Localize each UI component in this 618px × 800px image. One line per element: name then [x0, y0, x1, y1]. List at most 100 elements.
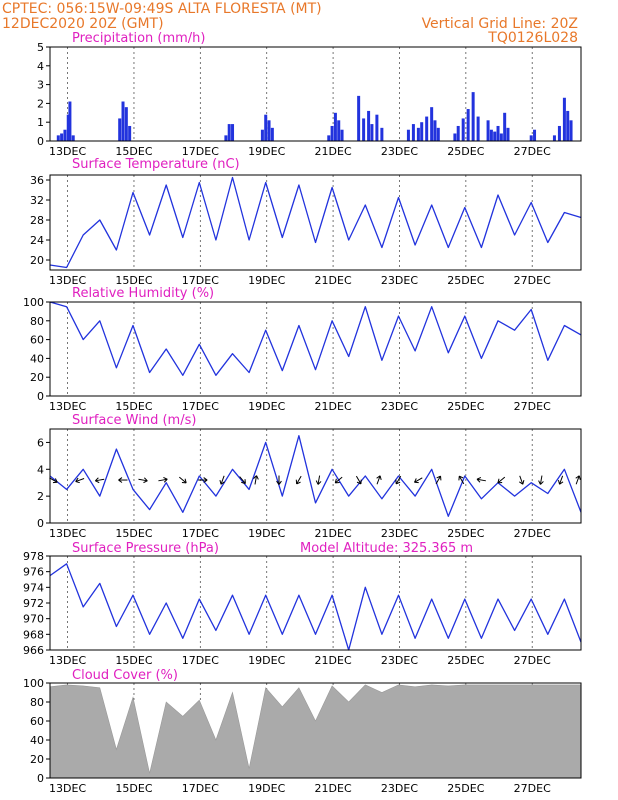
pressure-xtick-label-3: 19DEC [248, 654, 285, 667]
precipitation-bar-34 [433, 120, 437, 141]
temperature-ytick-label-2: 28 [30, 214, 44, 227]
wind-ytick-label-1: 2 [37, 490, 44, 503]
humidity-xtick-label-1: 15DEC [115, 400, 152, 413]
precipitation-xtick-label-1: 15DEC [115, 145, 152, 158]
wind-arrow-shaft-1 [75, 478, 85, 483]
wind-arrow-head-1 [75, 477, 80, 484]
pressure-xtick-label-6: 25DEC [447, 654, 484, 667]
precipitation-bar-10 [224, 135, 228, 141]
temperature-ytick-label-3: 32 [30, 194, 44, 207]
wind-arrow-shaft-14 [334, 476, 343, 484]
precipitation-bar-38 [461, 118, 465, 141]
pressure-ytick-label-6: 978 [23, 550, 44, 563]
wind-direction-arrow-6 [178, 476, 187, 484]
precipitation-bar-25 [370, 124, 374, 141]
wind-direction-arrow-24 [538, 475, 544, 485]
precipitation-xtick-label-6: 25DEC [447, 145, 484, 158]
temperature-xtick-label-4: 21DEC [315, 274, 352, 287]
wind-direction-arrow-4 [138, 477, 148, 484]
precipitation-bar-54 [566, 110, 570, 141]
humidity-ytick-label-0: 0 [37, 390, 44, 403]
wind-direction-arrow-13 [315, 475, 322, 485]
wind-arrow-shaft-19 [435, 475, 441, 485]
precipitation-ytick-label-5: 5 [37, 41, 44, 54]
precipitation-bar-7 [121, 101, 125, 141]
cloud-panel: 0 20 40 60 80 100 13DEC 15DEC 17DEC 19DEC 21DEC 23D… [23, 677, 582, 795]
temperature-series-line [49, 176, 582, 269]
wind-direction-arrow-3 [118, 477, 128, 483]
wind-direction-arrow-14 [334, 476, 343, 484]
cloud-xtick-label-3: 19DEC [248, 782, 285, 795]
precipitation-bar-23 [362, 118, 366, 141]
wind-arrow-head-5 [163, 476, 168, 483]
wind-arrow-head-16 [376, 475, 382, 481]
precipitation-bar-30 [416, 127, 420, 141]
humidity-xtick-label-6: 25DEC [447, 400, 484, 413]
wind-panel: 0 2 4 6 13DEC 15DEC 17DEC 19DEC 21DEC 23DEC 25DEC 2… [37, 428, 582, 540]
precipitation-bar-48 [506, 127, 510, 141]
precipitation-bar-19 [333, 112, 337, 141]
humidity-xtick-label-5: 23DEC [381, 400, 418, 413]
wind-direction-arrow-8 [219, 475, 225, 485]
cloud-frame [49, 682, 582, 779]
temperature-title: Surface Temperature (nC) [72, 157, 240, 172]
temperature-xtick-label-3: 19DEC [248, 274, 285, 287]
header-source-coords: CPTEC: 056:15W-09:49S ALTA FLORESTA (MT) [2, 1, 322, 17]
humidity-xtick-label-0: 13DEC [49, 400, 86, 413]
wind-direction-arrow-12 [295, 475, 302, 485]
precipitation-bar-4 [68, 101, 72, 141]
wind-title: Surface Wind (m/s) [72, 413, 196, 428]
pressure-xtick-label-5: 23DEC [381, 654, 418, 667]
precipitation-bar-1 [60, 133, 64, 141]
pressure-ytick-label-5: 976 [23, 566, 44, 579]
cloud-xtick-label-1: 15DEC [115, 782, 152, 795]
precipitation-bar-39 [466, 109, 470, 141]
temperature-xtick-label-2: 17DEC [182, 274, 219, 287]
precipitation-bar-51 [552, 135, 556, 141]
temperature-xtick-label-5: 23DEC [381, 274, 418, 287]
humidity-title: Relative Humidity (%) [72, 286, 214, 301]
cloud-ytick-label-5: 100 [23, 677, 44, 690]
wind-xtick-label-6: 25DEC [447, 527, 484, 540]
cloud-title: Cloud Cover (%) [72, 668, 178, 683]
precipitation-bar-24 [367, 110, 371, 141]
precipitation-xtick-label-4: 21DEC [315, 145, 352, 158]
wind-arrow-head-20 [458, 475, 464, 481]
wind-arrow-head-26 [575, 475, 581, 481]
wind-arrow-shaft-22 [497, 476, 506, 484]
pressure-xtick-label-1: 15DEC [115, 654, 152, 667]
wind-arrow-shaft-6 [178, 476, 187, 484]
precipitation-ytick-label-3: 3 [37, 79, 44, 92]
precipitation-bar-52 [557, 125, 561, 141]
wind-arrow-head-23 [519, 480, 525, 485]
pressure-xtick-label-2: 17DEC [182, 654, 219, 667]
precipitation-bar-53 [562, 97, 566, 141]
precipitation-bar-3 [66, 114, 70, 141]
precipitation-xtick-label-0: 13DEC [49, 145, 86, 158]
precipitation-bar-9 [128, 125, 132, 141]
pressure-series-line [49, 563, 582, 651]
cloud-ytick-label-2: 40 [30, 734, 44, 747]
cloud-area [49, 684, 582, 779]
precipitation-ytick-label-2: 2 [37, 97, 44, 110]
precipitation-bar-8 [124, 107, 128, 141]
wind-direction-arrow-9 [239, 476, 246, 484]
precipitation-ytick-label-4: 4 [37, 60, 44, 73]
cloud-xtick-label-0: 13DEC [49, 782, 86, 795]
wind-direction-arrow-16 [376, 475, 382, 485]
precipitation-bar-5 [71, 135, 75, 141]
pressure-ytick-label-3: 972 [23, 597, 44, 610]
wind-direction-arrow-22 [497, 476, 506, 484]
humidity-xtick-label-4: 21DEC [315, 400, 352, 413]
wind-frame [49, 428, 582, 524]
precipitation-bar-27 [380, 127, 384, 141]
precipitation-bar-11 [227, 124, 231, 141]
pressure-model-altitude: Model Altitude: 325.365 m [300, 541, 473, 556]
wind-direction-arrow-0 [49, 477, 58, 484]
precipitation-bar-26 [375, 114, 379, 141]
pressure-ytick-label-1: 968 [23, 628, 44, 641]
cloud-xtick-label-4: 21DEC [315, 782, 352, 795]
wind-arrow-shaft-12 [296, 475, 302, 485]
wind-arrow-shaft-26 [575, 475, 580, 485]
wind-arrow-head-10 [253, 475, 259, 480]
